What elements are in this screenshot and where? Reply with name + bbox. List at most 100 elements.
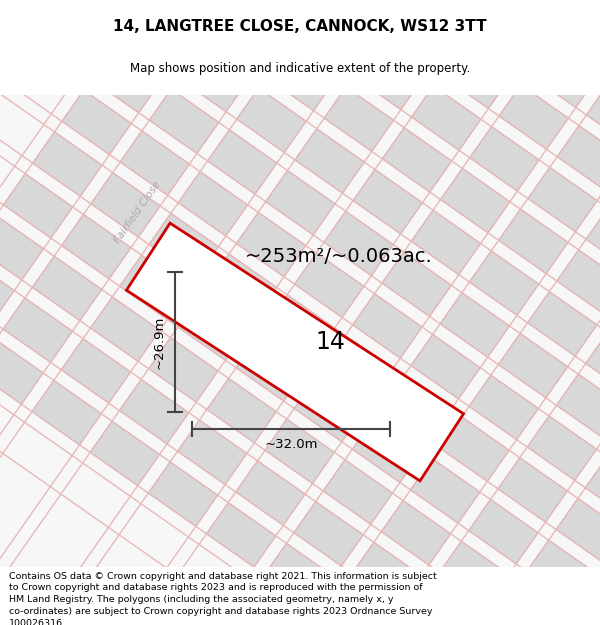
Text: ~26.9m: ~26.9m [152,315,166,369]
Polygon shape [440,292,509,357]
Text: Fairfield Close: Fairfield Close [113,179,163,245]
Polygon shape [237,88,306,152]
Polygon shape [528,43,598,108]
Polygon shape [208,6,277,70]
Polygon shape [149,338,218,402]
Polygon shape [295,4,365,69]
Polygon shape [91,297,160,361]
Polygon shape [32,256,101,321]
Polygon shape [440,417,509,481]
Polygon shape [557,1,600,66]
Text: Map shows position and indicative extent of the property.: Map shows position and indicative extent… [130,62,470,75]
Polygon shape [236,461,305,525]
Polygon shape [585,581,600,625]
Polygon shape [410,459,480,523]
Polygon shape [0,216,44,280]
Polygon shape [586,457,600,521]
Polygon shape [441,44,510,109]
Polygon shape [499,85,568,149]
Polygon shape [266,46,335,111]
Polygon shape [236,337,305,401]
Polygon shape [499,333,568,398]
Polygon shape [4,174,73,238]
Polygon shape [179,48,248,112]
Polygon shape [295,253,364,318]
Polygon shape [528,168,597,232]
Text: 14, LANGTREE CLOSE, CANNOCK, WS12 3TT: 14, LANGTREE CLOSE, CANNOCK, WS12 3TT [113,19,487,34]
Polygon shape [557,250,600,314]
Polygon shape [440,168,510,233]
Polygon shape [90,421,160,486]
Polygon shape [120,255,189,319]
Polygon shape [527,292,597,356]
Polygon shape [3,298,73,362]
Polygon shape [0,340,43,404]
Polygon shape [62,90,131,154]
Polygon shape [323,460,392,524]
Polygon shape [294,378,364,442]
Polygon shape [295,129,364,193]
Polygon shape [411,334,480,399]
Polygon shape [178,296,247,360]
Polygon shape [527,416,596,481]
Polygon shape [470,127,539,191]
Text: Contains OS data © Crown copyright and database right 2021. This information is : Contains OS data © Crown copyright and d… [9,572,437,625]
Polygon shape [556,374,600,439]
Polygon shape [265,419,334,484]
Polygon shape [265,295,335,359]
Polygon shape [352,542,421,607]
Text: 14: 14 [315,330,345,354]
Polygon shape [178,172,248,236]
Polygon shape [383,3,452,68]
Polygon shape [353,169,422,234]
Polygon shape [294,502,363,566]
Polygon shape [119,379,189,444]
Polygon shape [149,213,218,278]
Polygon shape [265,543,334,608]
Polygon shape [382,501,451,565]
Polygon shape [32,381,101,445]
Polygon shape [470,2,539,67]
Polygon shape [324,87,394,151]
Polygon shape [352,418,422,482]
Polygon shape [208,130,277,194]
Polygon shape [0,258,14,322]
Polygon shape [266,171,335,235]
Polygon shape [557,126,600,190]
Polygon shape [323,584,392,625]
Polygon shape [499,209,568,274]
Polygon shape [353,294,422,358]
Polygon shape [324,211,393,276]
Polygon shape [556,498,600,563]
Polygon shape [586,332,600,397]
Polygon shape [586,208,600,272]
Polygon shape [412,86,481,151]
Polygon shape [91,173,160,237]
Polygon shape [61,339,131,403]
Polygon shape [33,132,102,196]
Polygon shape [207,254,277,319]
Polygon shape [178,420,247,484]
Polygon shape [382,252,451,316]
Polygon shape [586,84,600,148]
Polygon shape [469,251,539,316]
Polygon shape [382,376,451,441]
Polygon shape [149,89,218,154]
Polygon shape [410,583,479,625]
Polygon shape [62,214,131,279]
Polygon shape [127,223,464,481]
Polygon shape [527,540,596,604]
Polygon shape [411,210,481,274]
Polygon shape [439,541,509,606]
Polygon shape [382,127,452,192]
Polygon shape [206,503,276,567]
Polygon shape [497,582,567,625]
Polygon shape [207,378,276,442]
Polygon shape [120,131,190,195]
Polygon shape [498,458,567,522]
Polygon shape [469,499,538,564]
Polygon shape [91,48,161,112]
Text: ~253m²/~0.063ac.: ~253m²/~0.063ac. [245,248,433,266]
Polygon shape [353,45,423,109]
Polygon shape [323,336,393,400]
